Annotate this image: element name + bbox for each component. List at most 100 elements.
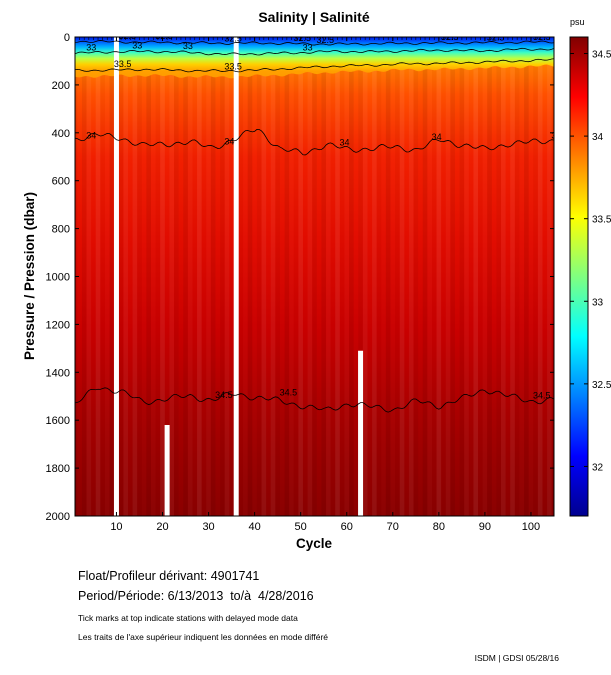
profile-column — [257, 37, 262, 516]
profile-column — [137, 37, 142, 516]
y-tick-label: 2000 — [46, 511, 70, 523]
profile-column — [206, 37, 211, 516]
period-value: 6/13/2013 to/à 4/28/2016 — [167, 589, 314, 603]
x-tick-label: 80 — [433, 521, 445, 533]
profile-column — [362, 37, 368, 516]
colorbar-tick-label: 34 — [592, 132, 604, 143]
profile-column — [210, 37, 216, 516]
profile-column — [372, 37, 377, 516]
contour-label: 34 — [340, 137, 350, 147]
profile-column — [464, 37, 469, 516]
profile-column — [441, 37, 446, 516]
missing-profile-gap — [113, 37, 119, 516]
period-label: Period/Période: — [78, 589, 165, 603]
profile-column — [358, 37, 363, 516]
float-label: Float/Profileur dérivant: — [78, 569, 208, 583]
contour-line-33.5 — [75, 58, 554, 73]
profile-column — [492, 37, 497, 516]
contour-label: 32.5 — [317, 35, 335, 45]
float-id-line: Float/Profileur dérivant: 4901741 — [78, 569, 259, 583]
contour-label: 34.5 — [280, 387, 298, 397]
profile-column — [160, 37, 165, 516]
profile-column — [215, 37, 220, 516]
profile-column — [450, 37, 455, 516]
colorbar-tick-label: 34.5 — [592, 50, 611, 61]
profile-column — [478, 37, 483, 516]
profile-column — [252, 37, 257, 516]
x-tick-label: 50 — [295, 521, 307, 533]
profile-column — [496, 37, 502, 516]
profile-column — [529, 37, 534, 516]
profile-column — [289, 37, 294, 516]
profile-column — [501, 37, 506, 516]
surface-fresh-layer — [75, 37, 554, 79]
contour-label: 34.5 — [215, 390, 233, 400]
profile-column — [432, 37, 437, 516]
missing-profile-gap — [233, 37, 239, 516]
profile-column — [156, 37, 161, 516]
profile-column — [335, 37, 340, 516]
profile-column — [487, 37, 492, 516]
x-tick-label: 10 — [110, 521, 122, 533]
profile-column — [326, 37, 331, 516]
contour-label: 32.5 — [155, 31, 173, 41]
profile-column — [542, 37, 547, 516]
contour-lines: 32.5 32.5 32.5 32.5 32.5 32.5 32.5 32.533 33 33 33… — [75, 31, 561, 413]
chart-title: Salinity | Salinité — [258, 9, 369, 25]
profile-column — [261, 37, 267, 516]
delayed-mode-ticks — [74, 37, 555, 40]
colorbar-tick-label: 32.5 — [592, 380, 611, 391]
y-tick-label: 200 — [52, 80, 70, 92]
profile-column — [367, 37, 372, 516]
profile-column — [188, 37, 193, 516]
note-english: Tick marks at top indicate stations with… — [78, 613, 298, 623]
profile-column — [275, 37, 280, 516]
contour-label: 34 — [86, 130, 96, 140]
profile-column — [381, 37, 386, 516]
contour-label: 32.5 — [533, 32, 551, 42]
contour-label: 32.5 — [118, 31, 136, 41]
y-axis-label: Pressure / Pression (dbar) — [22, 192, 37, 360]
profile-column — [224, 37, 230, 516]
contour-label: 34 — [224, 137, 234, 147]
contour-label: 34 — [551, 131, 561, 141]
profile-column — [169, 37, 175, 516]
profile-column — [220, 37, 225, 516]
profile-column — [427, 37, 432, 516]
profile-column — [385, 37, 391, 516]
profile-stripes — [75, 37, 554, 516]
profile-column — [515, 37, 520, 516]
profile-column — [192, 37, 197, 516]
contour-label: 33 — [86, 42, 96, 52]
profile-column — [519, 37, 524, 516]
profile-column — [179, 37, 184, 516]
profile-column — [377, 37, 382, 516]
profile-column — [321, 37, 327, 516]
profile-column — [142, 37, 147, 516]
missing-profiles — [113, 37, 364, 516]
float-id: 4901741 — [210, 569, 260, 583]
note-french: Les traits de l'axe supérieur indiquent … — [78, 632, 329, 642]
profile-column — [469, 37, 474, 516]
x-tick-label: 30 — [202, 521, 214, 533]
profile-column — [422, 37, 428, 516]
profile-column — [86, 37, 92, 516]
profile-column — [298, 37, 303, 516]
profile-column — [247, 37, 253, 516]
colorbar-ticks: 32 32.5 33 33.5 34 34.5 — [570, 50, 611, 473]
contour-label: 32.5 — [441, 32, 459, 42]
profile-column — [197, 37, 202, 516]
contour-label: 32.5 — [293, 33, 311, 43]
period-line: Period/Période: 6/13/2013 to/à 4/28/2016 — [78, 589, 314, 603]
x-tick-label: 20 — [156, 521, 168, 533]
profile-column — [418, 37, 423, 516]
profile-column — [174, 37, 179, 516]
colorbar-tick-label: 33 — [592, 297, 604, 308]
profile-column — [91, 37, 96, 516]
profile-column — [317, 37, 322, 516]
x-tick-label: 90 — [479, 521, 491, 533]
profile-column — [395, 37, 400, 516]
credit-line: ISDM | GDSI 05/28/16 — [474, 653, 559, 663]
y-tick-label: 800 — [52, 224, 70, 236]
contour-label: 33.5 — [224, 62, 242, 72]
